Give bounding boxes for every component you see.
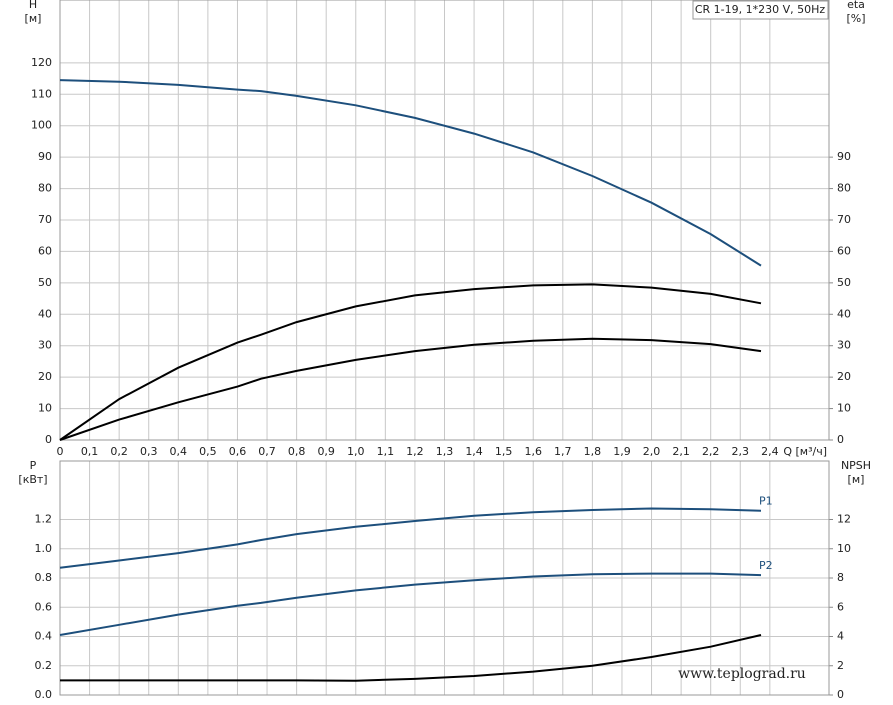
y2-tick-label: 50: [837, 276, 851, 289]
y-tick-label: 70: [38, 213, 52, 226]
x-tick-label: 1,5: [495, 445, 513, 458]
y2-tick-label: 70: [837, 213, 851, 226]
y-tick-label: 110: [31, 87, 52, 100]
y2-axis-unit: [%]: [846, 12, 865, 25]
x-tick-label: 2,1: [672, 445, 690, 458]
x-tick-label: 2,4: [761, 445, 779, 458]
curve: [59, 337, 762, 441]
y-tick-label: 90: [38, 150, 52, 163]
x-tick-label: 0,5: [199, 445, 217, 458]
x-tick-label: 2,2: [702, 445, 720, 458]
y-tick-label: 100: [31, 119, 52, 132]
x-tick-label: 0: [57, 445, 64, 458]
x-tick-label: 0,9: [317, 445, 335, 458]
y-tick-label: 120: [31, 56, 52, 69]
x-tick-label: 0,1: [81, 445, 99, 458]
x-tick-label: 0,2: [110, 445, 128, 458]
y2-tick-label: 0: [837, 688, 844, 701]
y2-tick-label: 80: [837, 182, 851, 195]
y2-tick-label: 60: [837, 244, 851, 257]
chart-title: CR 1-19, 1*230 V, 50Hz: [695, 3, 826, 16]
x-tick-label: 1,0: [347, 445, 365, 458]
x-tick-label: 2,3: [732, 445, 750, 458]
y2-tick-label: 2: [837, 659, 844, 672]
x-tick-label: 1,9: [613, 445, 631, 458]
series-label: P2: [759, 559, 773, 572]
curve: [60, 634, 762, 682]
y2-axis-unit: [м]: [848, 473, 865, 486]
y-tick-label: 10: [38, 402, 52, 415]
annotation: www.teplograd.ru: [678, 666, 806, 682]
y-tick-label: 60: [38, 244, 52, 257]
x-tick-label: 1,8: [584, 445, 602, 458]
x-tick-label: 1,4: [465, 445, 483, 458]
y-tick-label: 0.2: [35, 659, 53, 672]
y-tick-label: 50: [38, 276, 52, 289]
x-tick-label: 0,6: [229, 445, 247, 458]
curve: [59, 79, 762, 267]
y2-tick-label: 20: [837, 370, 851, 383]
x-tick-label: 0,8: [288, 445, 306, 458]
y2-tick-label: 12: [837, 513, 851, 526]
y-tick-label: 80: [38, 182, 52, 195]
x-tick-label: 0,3: [140, 445, 158, 458]
y2-tick-label: 40: [837, 307, 851, 320]
y-tick-label: 40: [38, 307, 52, 320]
y2-tick-label: 10: [837, 542, 851, 555]
x-tick-label: 1,3: [436, 445, 454, 458]
curve: [59, 507, 762, 569]
y-tick-label: 0.8: [35, 571, 53, 584]
curve: [59, 572, 762, 636]
x-tick-label: 2,0: [643, 445, 661, 458]
y2-tick-label: 0: [837, 433, 844, 446]
y-tick-label: 30: [38, 339, 52, 352]
y-tick-label: 1.0: [35, 542, 53, 555]
curve: [59, 283, 762, 441]
x-tick-label: 0,7: [258, 445, 276, 458]
y-tick-label: 0: [45, 433, 52, 446]
y-axis-label: H: [29, 0, 37, 11]
y2-tick-label: 8: [837, 571, 844, 584]
y-tick-label: 0.0: [35, 688, 53, 701]
y2-axis-label: eta: [847, 0, 865, 11]
y2-tick-label: 30: [837, 339, 851, 352]
plot-frame: [59, 0, 830, 441]
x-tick-label: 1,6: [524, 445, 542, 458]
series-label: P1: [759, 495, 773, 508]
title-box: [692, 0, 829, 20]
y2-tick-label: 6: [837, 600, 844, 613]
y-axis-unit: [кВт]: [18, 473, 47, 486]
x-axis-label: Q [м³/ч]: [783, 445, 827, 458]
y2-tick-label: 90: [837, 150, 851, 163]
y2-axis-label: NPSH: [841, 459, 871, 472]
y-tick-label: 20: [38, 370, 52, 383]
y2-tick-label: 10: [837, 402, 851, 415]
y-axis-unit: [м]: [25, 12, 42, 25]
x-tick-label: 1,7: [554, 445, 572, 458]
y2-tick-label: 4: [837, 630, 844, 643]
y-tick-label: 0.4: [35, 630, 53, 643]
x-tick-label: 1,2: [406, 445, 424, 458]
x-tick-label: 0,4: [170, 445, 188, 458]
y-tick-label: 0.6: [35, 600, 53, 613]
x-tick-label: 1,1: [377, 445, 395, 458]
y-tick-label: 1.2: [35, 513, 53, 526]
plot-frame: [59, 460, 830, 696]
y-axis-label: P: [30, 459, 37, 472]
